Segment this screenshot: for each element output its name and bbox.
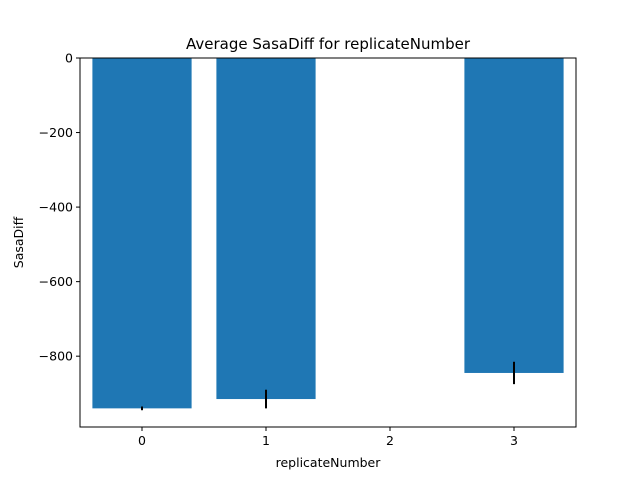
y-tick-label-1: −200	[39, 125, 73, 140]
error-bars-group	[141, 361, 515, 411]
y-tick-label-4: −800	[39, 349, 73, 364]
x-axis-ticks: 0 1 2 3	[138, 427, 518, 448]
bar-1	[216, 58, 316, 400]
x-tick-label-3: 3	[510, 433, 518, 448]
y-tick-label-3: −600	[39, 274, 73, 289]
x-tick-label-1: 1	[262, 433, 270, 448]
y-tick-label-0: 0	[65, 51, 73, 66]
y-axis-label: SasaDiff	[11, 216, 26, 268]
x-tick-label-0: 0	[138, 433, 146, 448]
x-axis-label: replicateNumber	[276, 455, 382, 470]
y-tick-label-2: −400	[39, 200, 73, 215]
plot-frame	[79, 57, 577, 428]
x-tick-label-2: 2	[386, 433, 394, 448]
y-axis-ticks: 0 −200 −400 −600 −800	[39, 51, 80, 364]
bars-group	[92, 58, 564, 409]
bar-0	[92, 58, 192, 409]
bar-3	[464, 58, 564, 373]
chart-title: Average SasaDiff for replicateNumber	[186, 35, 471, 53]
